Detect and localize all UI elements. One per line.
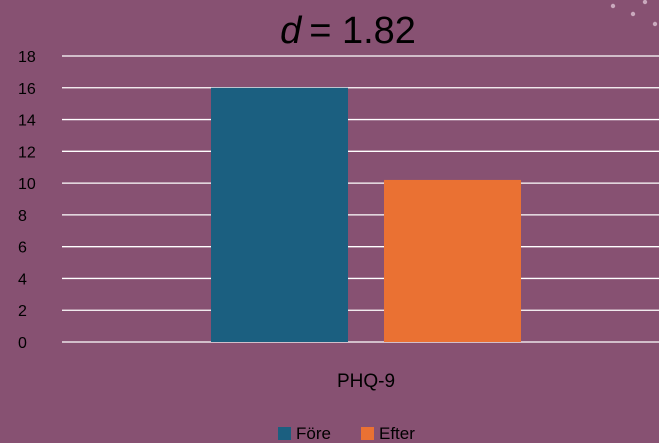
gridlines xyxy=(62,55,659,343)
bars xyxy=(211,87,521,343)
decoration-dot xyxy=(630,11,636,17)
chart-title: d = 1.82 xyxy=(280,10,416,52)
legend-swatch xyxy=(361,427,374,440)
legend-label: Före xyxy=(296,424,331,443)
y-tick-label: 16 xyxy=(18,81,36,98)
y-axis-tick-labels: 0 2 4 6 8 10 12 14 16 18 xyxy=(18,49,36,352)
y-tick-label: 0 xyxy=(18,335,27,352)
decoration-dot xyxy=(642,0,648,5)
bar-före xyxy=(211,87,348,343)
y-tick-label: 8 xyxy=(18,208,27,225)
legend-swatch xyxy=(278,427,291,440)
x-axis-category-labels: PHQ-9 xyxy=(337,371,395,392)
y-tick-label: 10 xyxy=(18,176,36,193)
chart-title-effect-symbol: d xyxy=(280,10,303,52)
legend: Före Efter xyxy=(278,424,415,443)
category-label: PHQ-9 xyxy=(337,371,395,392)
y-tick-label: 4 xyxy=(18,271,27,288)
y-tick-label: 2 xyxy=(18,303,27,320)
decoration-dot xyxy=(652,21,658,27)
corner-dots-decoration xyxy=(610,0,658,27)
y-tick-label: 12 xyxy=(18,144,36,161)
y-tick-label: 18 xyxy=(18,49,36,66)
legend-label: Efter xyxy=(379,424,415,443)
y-tick-label: 6 xyxy=(18,240,27,257)
y-tick-label: 14 xyxy=(18,113,36,130)
bar-efter xyxy=(384,179,521,342)
chart-title-value: = 1.82 xyxy=(309,10,416,52)
decoration-dot xyxy=(610,3,616,9)
